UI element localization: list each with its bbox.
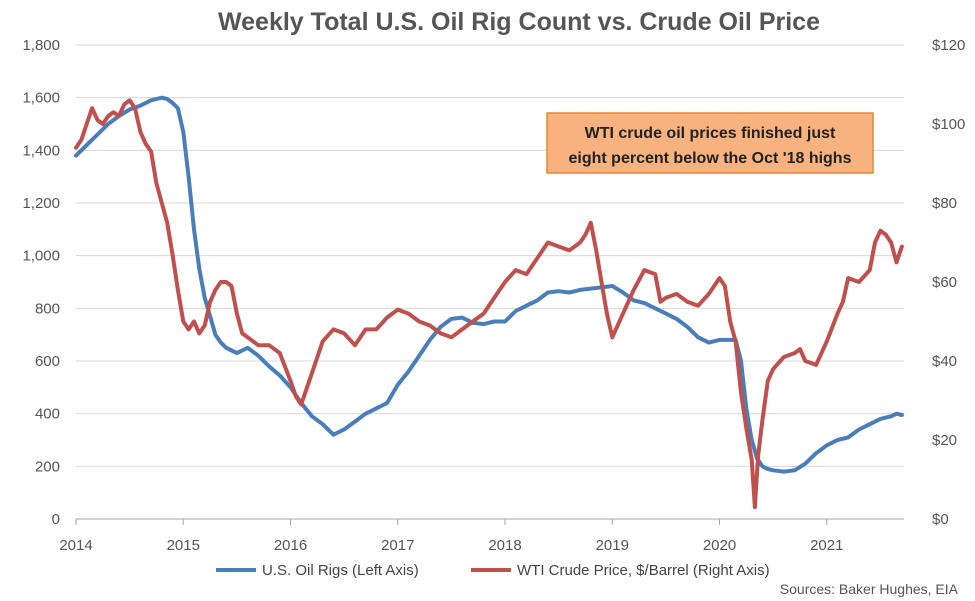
- series-line-wti: [74, 98, 904, 510]
- right-tick-label: $120: [932, 37, 965, 54]
- x-tick-label: 2014: [59, 537, 92, 554]
- left-axis-ticks: 0 200 400 600 800 1,000 1,200 1,400 1,600 1,800: [22, 37, 60, 528]
- left-tick-label: 800: [35, 300, 60, 317]
- left-tick-label: 1,800: [22, 37, 60, 54]
- right-tick-label: $60: [932, 274, 957, 291]
- gridlines: [76, 44, 904, 467]
- left-tick-label: 1,000: [22, 248, 60, 265]
- left-tick-label: 1,600: [22, 90, 60, 107]
- x-axis-ticks: 2014 2015 2016 2017 2018 2019 2020 2021: [59, 519, 843, 554]
- x-tick-label: 2019: [596, 537, 629, 554]
- series-layer: [74, 95, 904, 510]
- annotation-box: [546, 112, 874, 174]
- right-axis-ticks: $0 $20 $40 $60 $80 $100 $120: [932, 37, 965, 528]
- right-tick-label: $80: [932, 195, 957, 212]
- right-tick-label: $40: [932, 353, 957, 370]
- x-tick-label: 2018: [488, 537, 521, 554]
- right-tick-label: $20: [932, 432, 957, 449]
- legend-label-rigs: U.S. Oil Rigs (Left Axis): [262, 562, 419, 579]
- source-note: Sources: Baker Hughes, EIA: [780, 581, 959, 597]
- chart-title: Weekly Total U.S. Oil Rig Count vs. Crud…: [218, 8, 820, 36]
- left-tick-label: 1,200: [22, 195, 60, 212]
- x-tick-label: 2015: [167, 537, 200, 554]
- right-tick-label: $100: [932, 116, 965, 133]
- right-tick-label: $0: [932, 511, 949, 528]
- x-tick-label: 2020: [703, 537, 736, 554]
- annotation-callout: WTI crude oil prices finished just eight…: [546, 112, 874, 174]
- annotation-line-1: WTI crude oil prices finished just: [585, 125, 836, 142]
- left-tick-label: 1,400: [22, 142, 60, 159]
- x-tick-label: 2016: [274, 537, 307, 554]
- legend-label-wti: WTI Crude Price, $/Barrel (Right Axis): [517, 562, 770, 579]
- annotation-line-2: eight percent below the Oct '18 highs: [569, 150, 852, 167]
- x-tick-label: 2017: [381, 537, 414, 554]
- left-tick-label: 400: [35, 406, 60, 423]
- x-tick-label: 2021: [810, 537, 843, 554]
- series-line-rigs: [74, 95, 904, 474]
- left-tick-label: 0: [52, 511, 60, 528]
- left-tick-label: 600: [35, 353, 60, 370]
- left-tick-label: 200: [35, 458, 60, 475]
- legend: U.S. Oil Rigs (Left Axis) WTI Crude Pric…: [216, 562, 770, 579]
